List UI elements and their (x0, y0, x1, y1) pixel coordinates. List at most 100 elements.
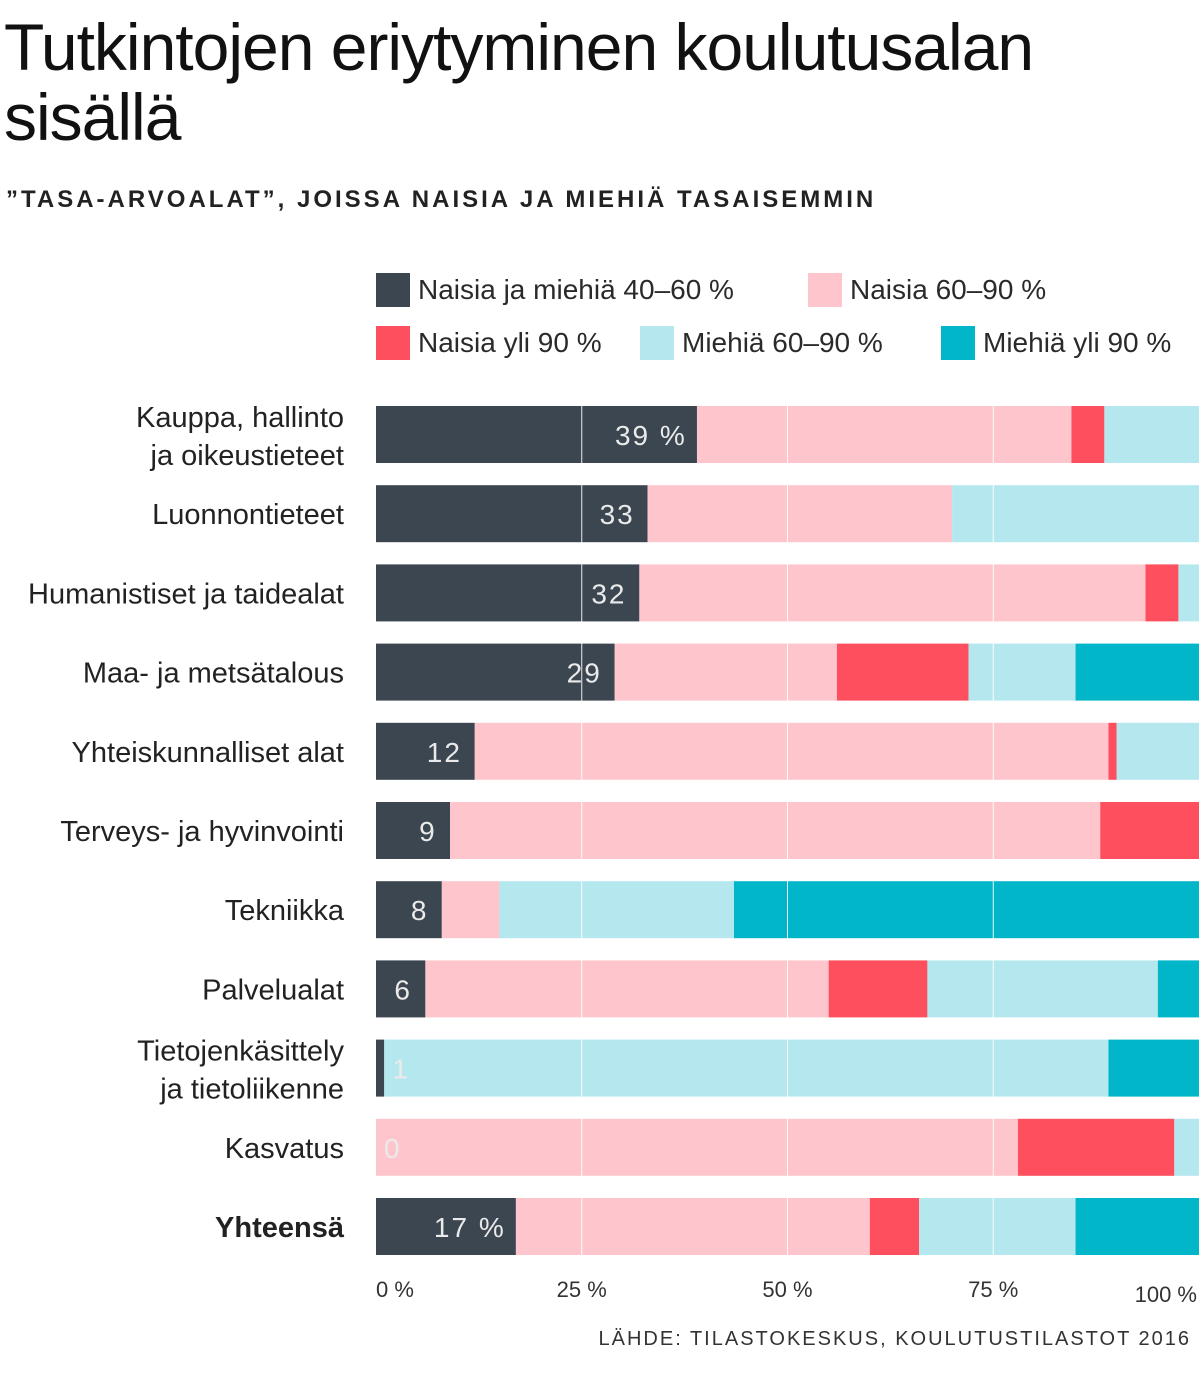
stacked-bar-chart: Kauppa, hallinto ja oikeustieteet 39 % Luon… (28, 402, 1199, 1307)
legend-swatch-series-2 (376, 326, 410, 360)
category-label-line: Yhteensä (215, 1212, 345, 1244)
bar-segment-5-2 (1100, 802, 1199, 859)
category-label-line: Yhteiskunnalliset alat (72, 737, 344, 769)
category-label-line: Tekniikka (225, 895, 345, 927)
bar-segment-1-0 (376, 485, 648, 543)
legend-label-series-2: Naisia yli 90 % (418, 327, 602, 358)
bar-segment-9-2 (1017, 1118, 1175, 1176)
chart-subtitle: ”TASA-ARVOALAT”, JOISSA NAISIA JA MIEHIÄ… (6, 186, 877, 213)
category-label-1: Luonnontieteet (152, 499, 344, 531)
bar-segment-3-3 (968, 643, 1076, 701)
category-label-line: Maa- ja metsätalous (83, 658, 344, 690)
legend-swatch-series-3 (640, 326, 674, 360)
category-label-8: Tietojenkäsittely ja tietoliikenne (137, 1036, 344, 1106)
bar-segment-10-4 (1075, 1198, 1199, 1255)
bar-segment-6-4 (734, 881, 1199, 939)
legend-label-series-4: Miehiä yli 90 % (983, 327, 1172, 358)
value-label-2: 32 (591, 578, 626, 609)
category-label-line: Humanistiset ja taidealat (28, 578, 344, 610)
bar-segment-4-3 (1116, 722, 1199, 780)
category-label-7: Palvelualat (202, 974, 344, 1006)
bar-segment-8-0 (376, 1039, 385, 1097)
bar-segment-8-4 (1108, 1039, 1199, 1097)
category-label-line: Kasvatus (225, 1133, 344, 1165)
bar-segment-8-3 (384, 1039, 1109, 1097)
value-label-8: 1 (392, 1054, 410, 1085)
bar-segment-2-1 (639, 564, 1146, 622)
bar-segment-7-4 (1157, 960, 1199, 1018)
bar-segment-10-0 (376, 1198, 516, 1255)
category-label-line: Tietojenkäsittely (137, 1036, 344, 1068)
value-label-3: 29 (567, 658, 602, 689)
category-label-line: Luonnontieteet (152, 499, 344, 531)
x-tick-label-2: 50 % (762, 1277, 812, 1302)
category-label-6: Tekniikka (225, 895, 345, 927)
category-label-10: Yhteensä (215, 1212, 345, 1244)
bar-segment-5-0 (376, 802, 451, 859)
bar-segment-9-3 (1174, 1118, 1199, 1176)
x-tick-label-3: 75 % (968, 1277, 1018, 1302)
bar-segment-1-1 (647, 485, 953, 543)
bar-segment-2-0 (376, 564, 640, 622)
category-label-2: Humanistiset ja taidealat (28, 578, 344, 610)
legend-item-series-4: Miehiä yli 90 % (941, 325, 1171, 361)
x-tick-label-0: 0 % (376, 1277, 414, 1302)
bar-segment-0-2 (1071, 406, 1105, 463)
bar-segment-3-0 (376, 643, 615, 701)
category-label-9: Kasvatus (225, 1133, 344, 1165)
labels-group: Kauppa, hallinto ja oikeustieteet 39 % Luon… (28, 402, 1197, 1307)
bar-segment-1-3 (952, 485, 1199, 543)
value-label-0: 39 % (615, 420, 687, 451)
bar-segment-10-1 (515, 1198, 870, 1255)
value-label-6: 8 (411, 895, 429, 926)
bar-segment-2-3 (1178, 564, 1199, 622)
bar-segment-10-3 (919, 1198, 1076, 1255)
bar-segment-9-1 (376, 1118, 1018, 1176)
value-label-10: 17 % (434, 1212, 506, 1243)
bar-segment-4-0 (376, 722, 475, 780)
value-label-1: 33 (600, 499, 635, 530)
value-label-9: 0 (384, 1133, 402, 1164)
legend-item-series-2: Naisia yli 90 % (376, 325, 602, 361)
category-label-5: Terveys- ja hyvinvointi (60, 816, 344, 848)
bar-segment-7-1 (425, 960, 829, 1018)
category-label-line: ja oikeustieteet (150, 440, 344, 472)
bar-segment-0-1 (696, 406, 1072, 463)
bar-segment-0-0 (376, 406, 697, 463)
bar-segment-3-4 (1075, 643, 1199, 701)
category-label-line: Palvelualat (202, 974, 344, 1006)
legend-item-series-0: Naisia ja miehiä 40–60 % (376, 272, 734, 308)
category-label-3: Maa- ja metsätalous (83, 658, 344, 690)
bar-segment-10-2 (869, 1198, 920, 1255)
category-label-line: Terveys- ja hyvinvointi (60, 816, 344, 848)
chart-source: LÄHDE: TILASTOKESKUS, KOULUTUSTILASTOT 2… (598, 1328, 1191, 1350)
category-label-0: Kauppa, hallinto ja oikeustieteet (136, 402, 344, 472)
bar-segment-3-1 (614, 643, 837, 701)
legend-swatch-series-0 (376, 273, 410, 307)
bar-segment-6-0 (376, 881, 442, 939)
bar-segment-6-1 (441, 881, 500, 939)
bar-segment-7-0 (376, 960, 426, 1018)
x-tick-label-1: 25 % (557, 1277, 607, 1302)
value-label-4: 12 (427, 737, 462, 768)
legend-label-series-3: Miehiä 60–90 % (682, 327, 883, 358)
legend-swatch-series-1 (808, 273, 842, 307)
bar-segment-7-2 (828, 960, 928, 1018)
value-label-5: 9 (419, 816, 437, 847)
bar-segment-0-3 (1104, 406, 1199, 463)
category-label-4: Yhteiskunnalliset alat (72, 737, 344, 769)
bar-segment-6-3 (499, 881, 735, 939)
bar-segment-5-1 (450, 802, 1101, 859)
legend-item-series-1: Naisia 60–90 % (808, 272, 1046, 308)
legend-item-series-3: Miehiä 60–90 % (640, 325, 883, 361)
bar-segment-4-1 (474, 722, 1109, 780)
category-label-line: ja tietoliikenne (159, 1074, 344, 1106)
legend-label-series-1: Naisia 60–90 % (850, 274, 1047, 305)
category-label-line: Kauppa, hallinto (136, 402, 344, 434)
legend-swatch-series-4 (941, 326, 975, 360)
bar-segment-7-3 (927, 960, 1158, 1018)
legend-label-series-0: Naisia ja miehiä 40–60 % (418, 274, 734, 305)
value-label-7: 6 (394, 974, 412, 1005)
gridlines-group (581, 406, 994, 1255)
x-tick-label-4: 100 % (1135, 1282, 1197, 1307)
